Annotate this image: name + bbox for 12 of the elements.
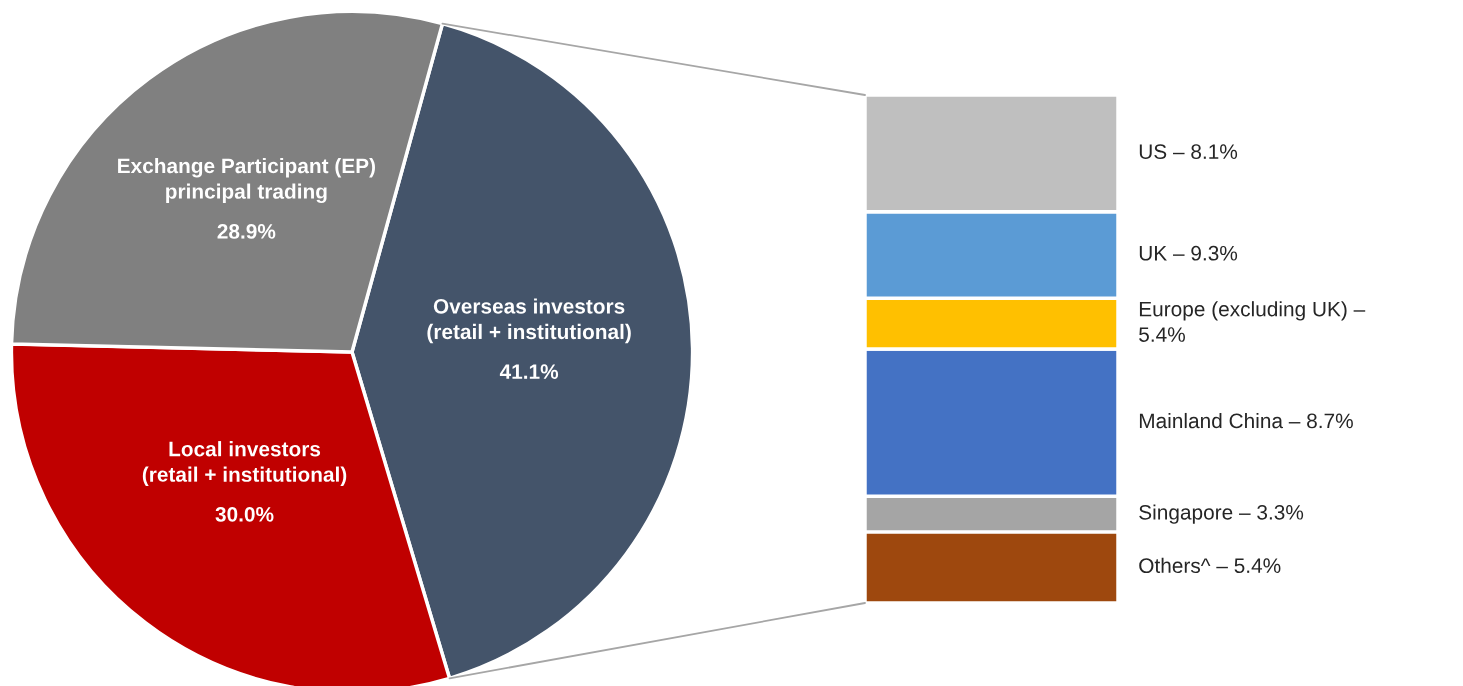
series-label: Europe (excluding UK) – 5.4% [1139,301,1366,342]
series-label: Mainland China – 8.7% [1139,412,1353,429]
slice-label: Exchange Participant (EP) principal trading [118,157,375,204]
slice-label: Local investors (retail + institutional) [142,441,347,486]
slice-label: Overseas investors (retail + institutional) [427,298,631,344]
series-label: UK – 9.3% [1139,245,1238,261]
series-label: Singapore – 3.3% [1139,504,1304,524]
series-label: Others^ – 5.4% [1139,557,1281,574]
data-label: 30.0% [215,506,274,522]
data-label: 41.1% [499,364,559,379]
data-label: 28.9% [217,224,276,239]
series-label: US – 8.1% [1139,144,1238,160]
